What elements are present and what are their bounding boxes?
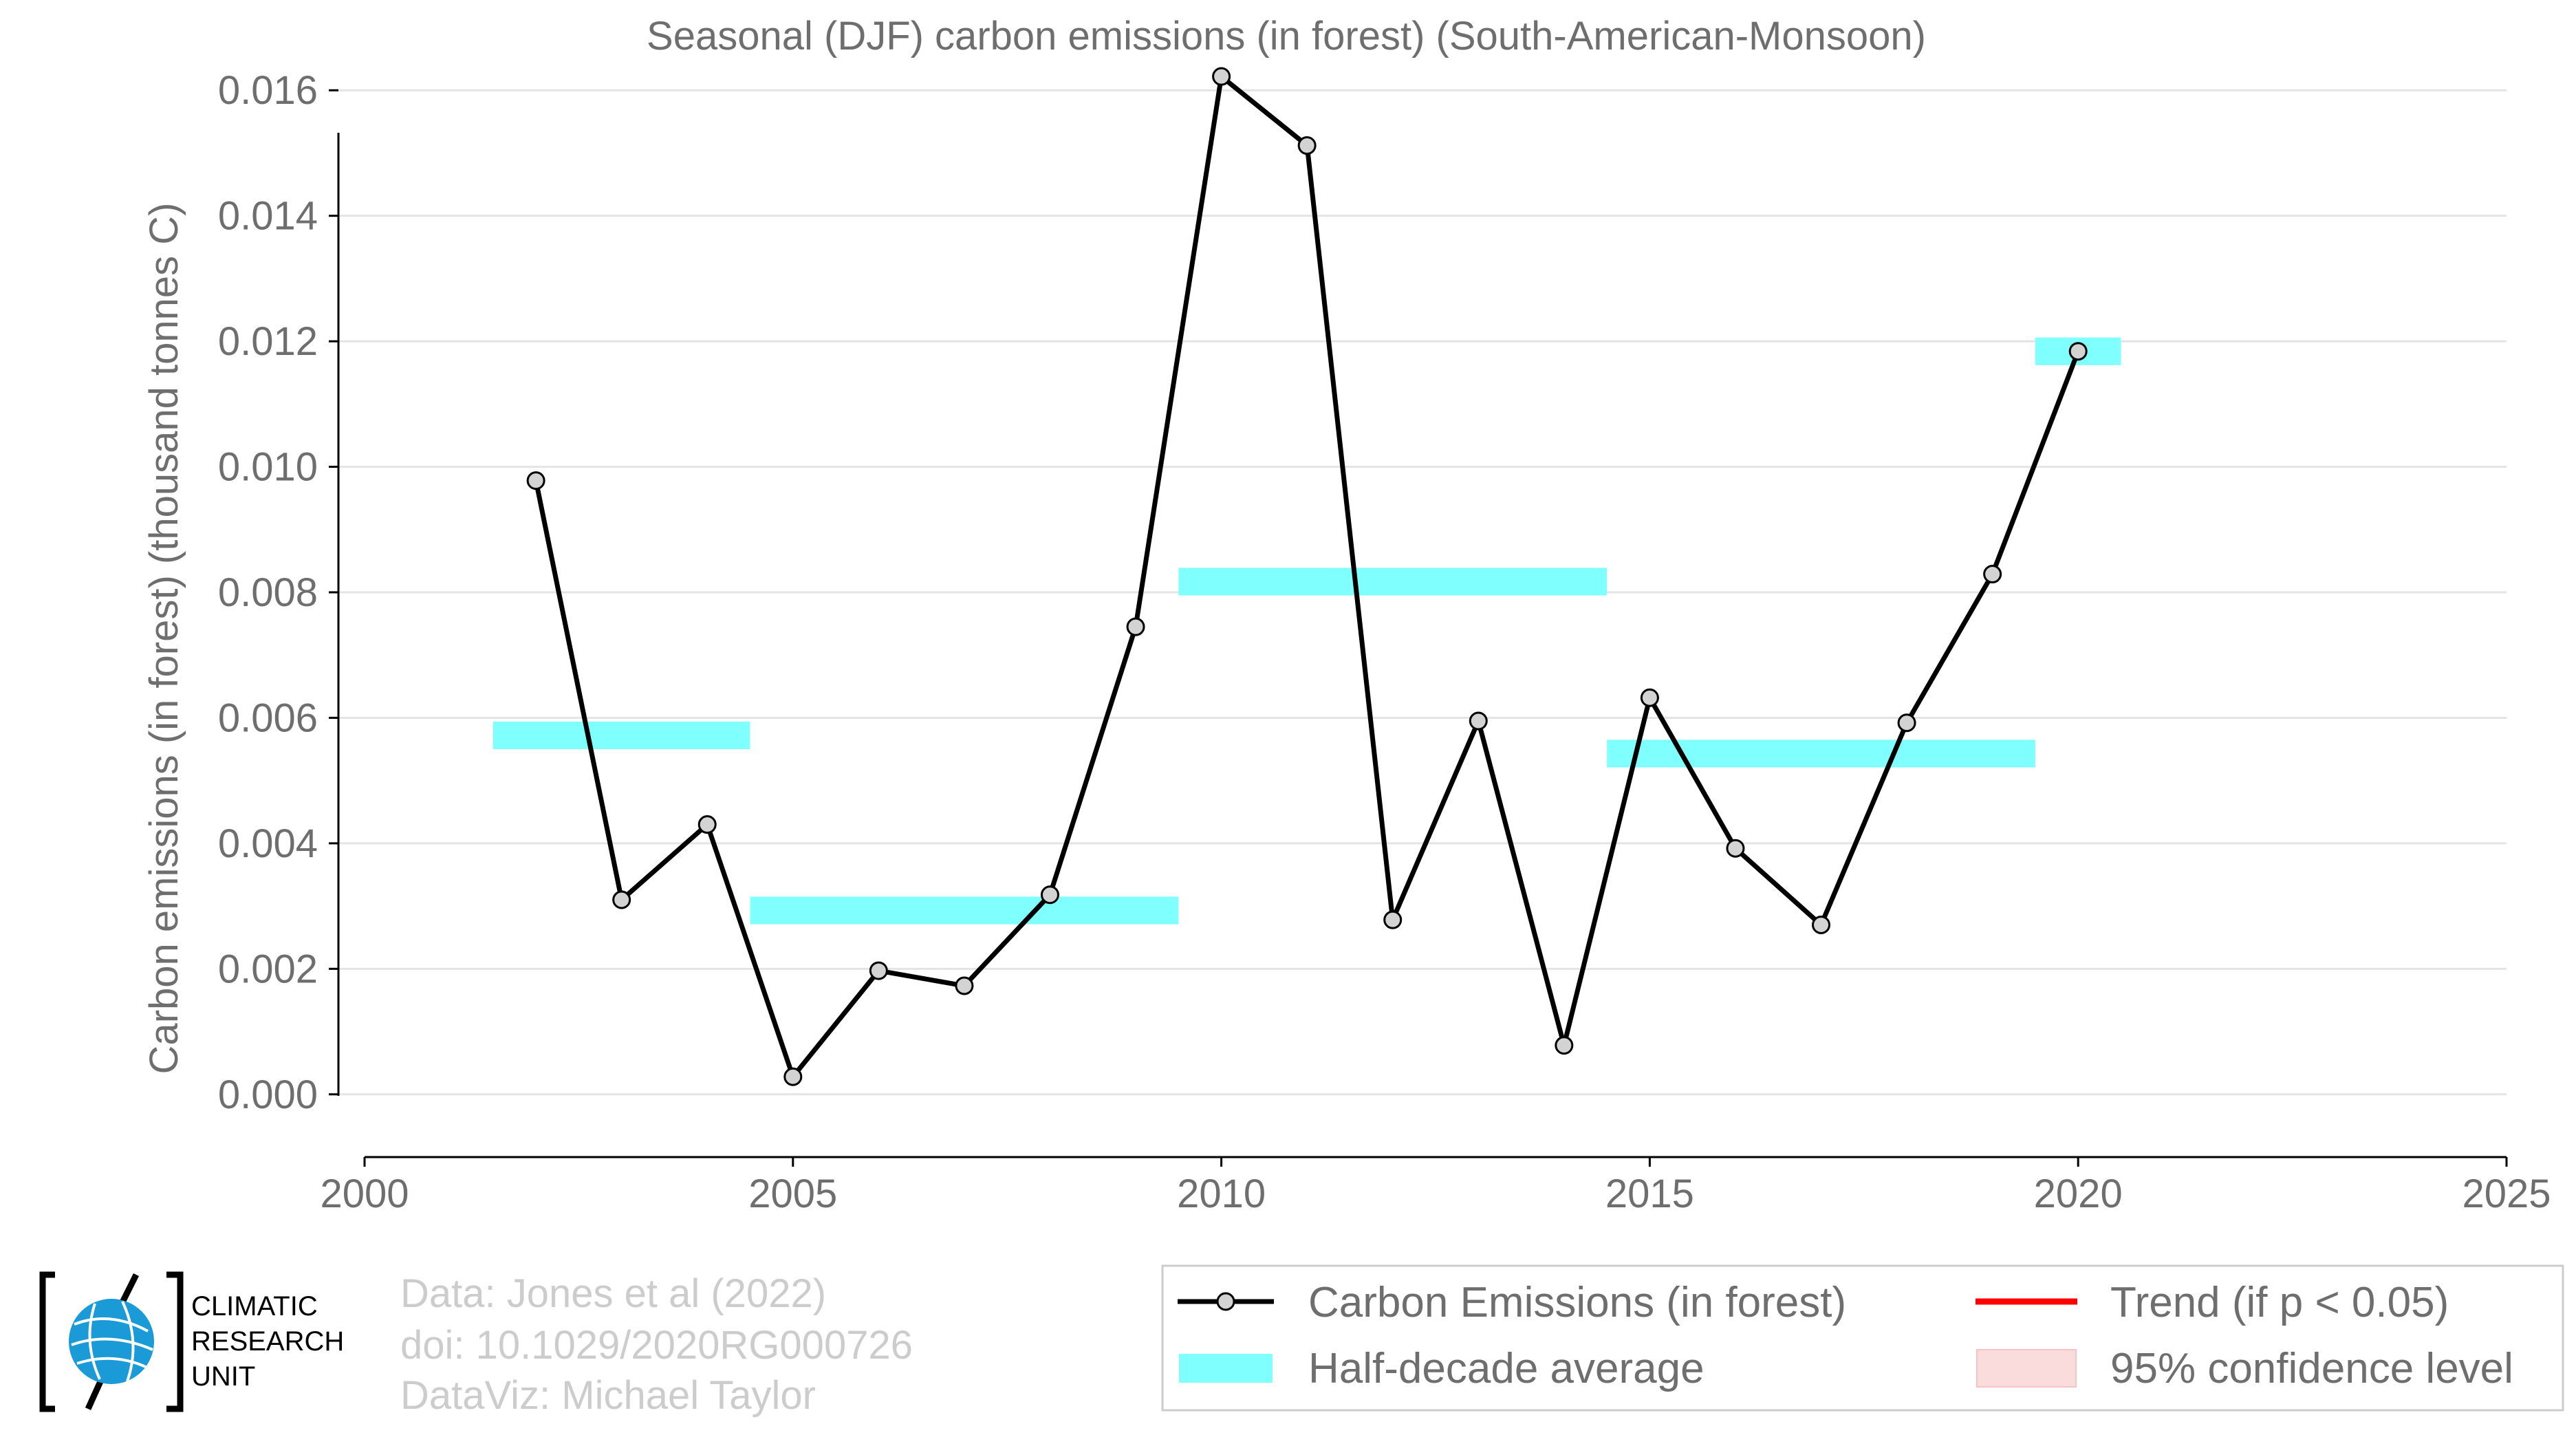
emissions-point — [1812, 915, 1831, 934]
x-tick-marks — [363, 1157, 2508, 1167]
credit-line-doi: doi: 10.1029/2020RG000726 — [400, 1323, 913, 1368]
legend-marker-emissions — [1216, 1292, 1235, 1311]
x-tick-label: 2000 — [320, 1172, 409, 1216]
credit-line-data: Data: Jones et al (2022) — [400, 1271, 826, 1316]
x-tick-label: 2025 — [2462, 1172, 2551, 1216]
legend-item-emissions: Carbon Emissions (in forest) — [1178, 1279, 1846, 1326]
emissions-point — [612, 890, 631, 909]
logo-line-1: CLIMATIC — [191, 1291, 318, 1321]
y-tick-labels: 0.000 0.002 0.004 0.006 0.008 0.010 0.012 0.014… — [218, 68, 318, 1117]
chart-title: Seasonal (DJF) carbon emissions (in fore… — [647, 14, 1926, 58]
y-tick-label: 0.014 — [218, 194, 318, 239]
globe-icon — [69, 1299, 154, 1384]
credit-line-dataviz: DataViz: Michael Taylor — [400, 1373, 816, 1418]
emissions-point — [697, 815, 717, 834]
cru-logo: CLIMATIC RESEARCH UNIT — [39, 1271, 344, 1412]
half-decade-bands — [493, 337, 2121, 925]
emissions-point — [1897, 713, 1916, 733]
y-tick-label: 0.004 — [218, 821, 318, 866]
logo-line-3: UNIT — [191, 1361, 255, 1392]
x-tick-label: 2020 — [2034, 1172, 2123, 1216]
half-decade-band — [1607, 740, 2035, 768]
legend-item-confidence: 95% confidence level — [1976, 1345, 2513, 1392]
x-tick-label: 2015 — [1605, 1172, 1694, 1216]
emissions-point — [955, 976, 974, 995]
emissions-point — [526, 471, 545, 490]
emissions-point — [1297, 136, 1317, 155]
emissions-point — [1126, 617, 1145, 636]
legend-label-half-decade: Half-decade average — [1308, 1345, 1704, 1392]
emissions-point — [783, 1067, 803, 1086]
emissions-point — [2068, 342, 2088, 361]
emissions-point — [1212, 67, 1231, 86]
logo-line-2: RESEARCH — [191, 1326, 344, 1357]
emissions-point — [869, 961, 888, 980]
y-tick-label: 0.010 — [218, 445, 318, 490]
y-tick-label: 0.006 — [218, 695, 318, 740]
emissions-point — [1555, 1036, 1574, 1055]
series-markers — [526, 67, 2088, 1086]
y-axis-label: Carbon emissions (in forest) (thousand t… — [142, 203, 186, 1075]
x-tick-label: 2005 — [748, 1172, 837, 1216]
emissions-point — [1469, 711, 1488, 731]
emissions-point — [1383, 910, 1403, 929]
y-tick-marks — [329, 89, 338, 1096]
legend-label-confidence: 95% confidence level — [2110, 1345, 2513, 1392]
emissions-point — [1983, 565, 2002, 584]
emissions-point — [1640, 688, 1659, 707]
legend-item-half-decade: Half-decade average — [1179, 1345, 1704, 1392]
legend-swatch-confidence — [1976, 1349, 2077, 1388]
x-tick-labels: 2000 2005 2010 2015 2020 2025 — [320, 1172, 2551, 1216]
logo-bracket-right — [166, 1271, 184, 1412]
y-tick-label: 0.000 — [218, 1072, 318, 1117]
legend-item-trend: Trend (if p < 0.05) — [1976, 1279, 2449, 1326]
legend: Carbon Emissions (in forest) Trend (if p… — [1161, 1264, 2564, 1412]
logo-bracket-left — [39, 1271, 55, 1412]
legend-label-emissions: Carbon Emissions (in forest) — [1308, 1279, 1846, 1326]
legend-frame — [1161, 1264, 2564, 1412]
x-tick-label: 2010 — [1177, 1172, 1266, 1216]
legend-label-trend: Trend (if p < 0.05) — [2110, 1279, 2449, 1326]
emissions-point — [1040, 885, 1059, 905]
y-tick-label: 0.008 — [218, 570, 318, 615]
data-credits: Data: Jones et al (2022) doi: 10.1029/20… — [400, 1271, 913, 1418]
half-decade-band — [493, 721, 750, 750]
emissions-point — [1726, 839, 1745, 858]
legend-swatch-half-decade — [1179, 1354, 1273, 1383]
y-tick-label: 0.002 — [218, 947, 318, 991]
half-decade-band — [1178, 568, 1608, 596]
y-tick-label: 0.012 — [218, 319, 318, 364]
y-tick-label: 0.016 — [218, 68, 318, 113]
half-decade-band — [750, 896, 1179, 925]
